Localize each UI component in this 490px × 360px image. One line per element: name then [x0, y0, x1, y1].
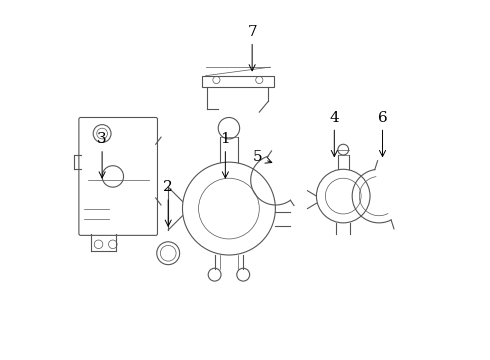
Text: 2: 2: [163, 180, 173, 226]
Text: 7: 7: [247, 25, 257, 71]
Text: 1: 1: [220, 132, 230, 178]
Text: 5: 5: [253, 150, 272, 164]
Text: 6: 6: [378, 111, 388, 157]
Text: 4: 4: [329, 111, 339, 157]
Text: 3: 3: [98, 132, 107, 178]
